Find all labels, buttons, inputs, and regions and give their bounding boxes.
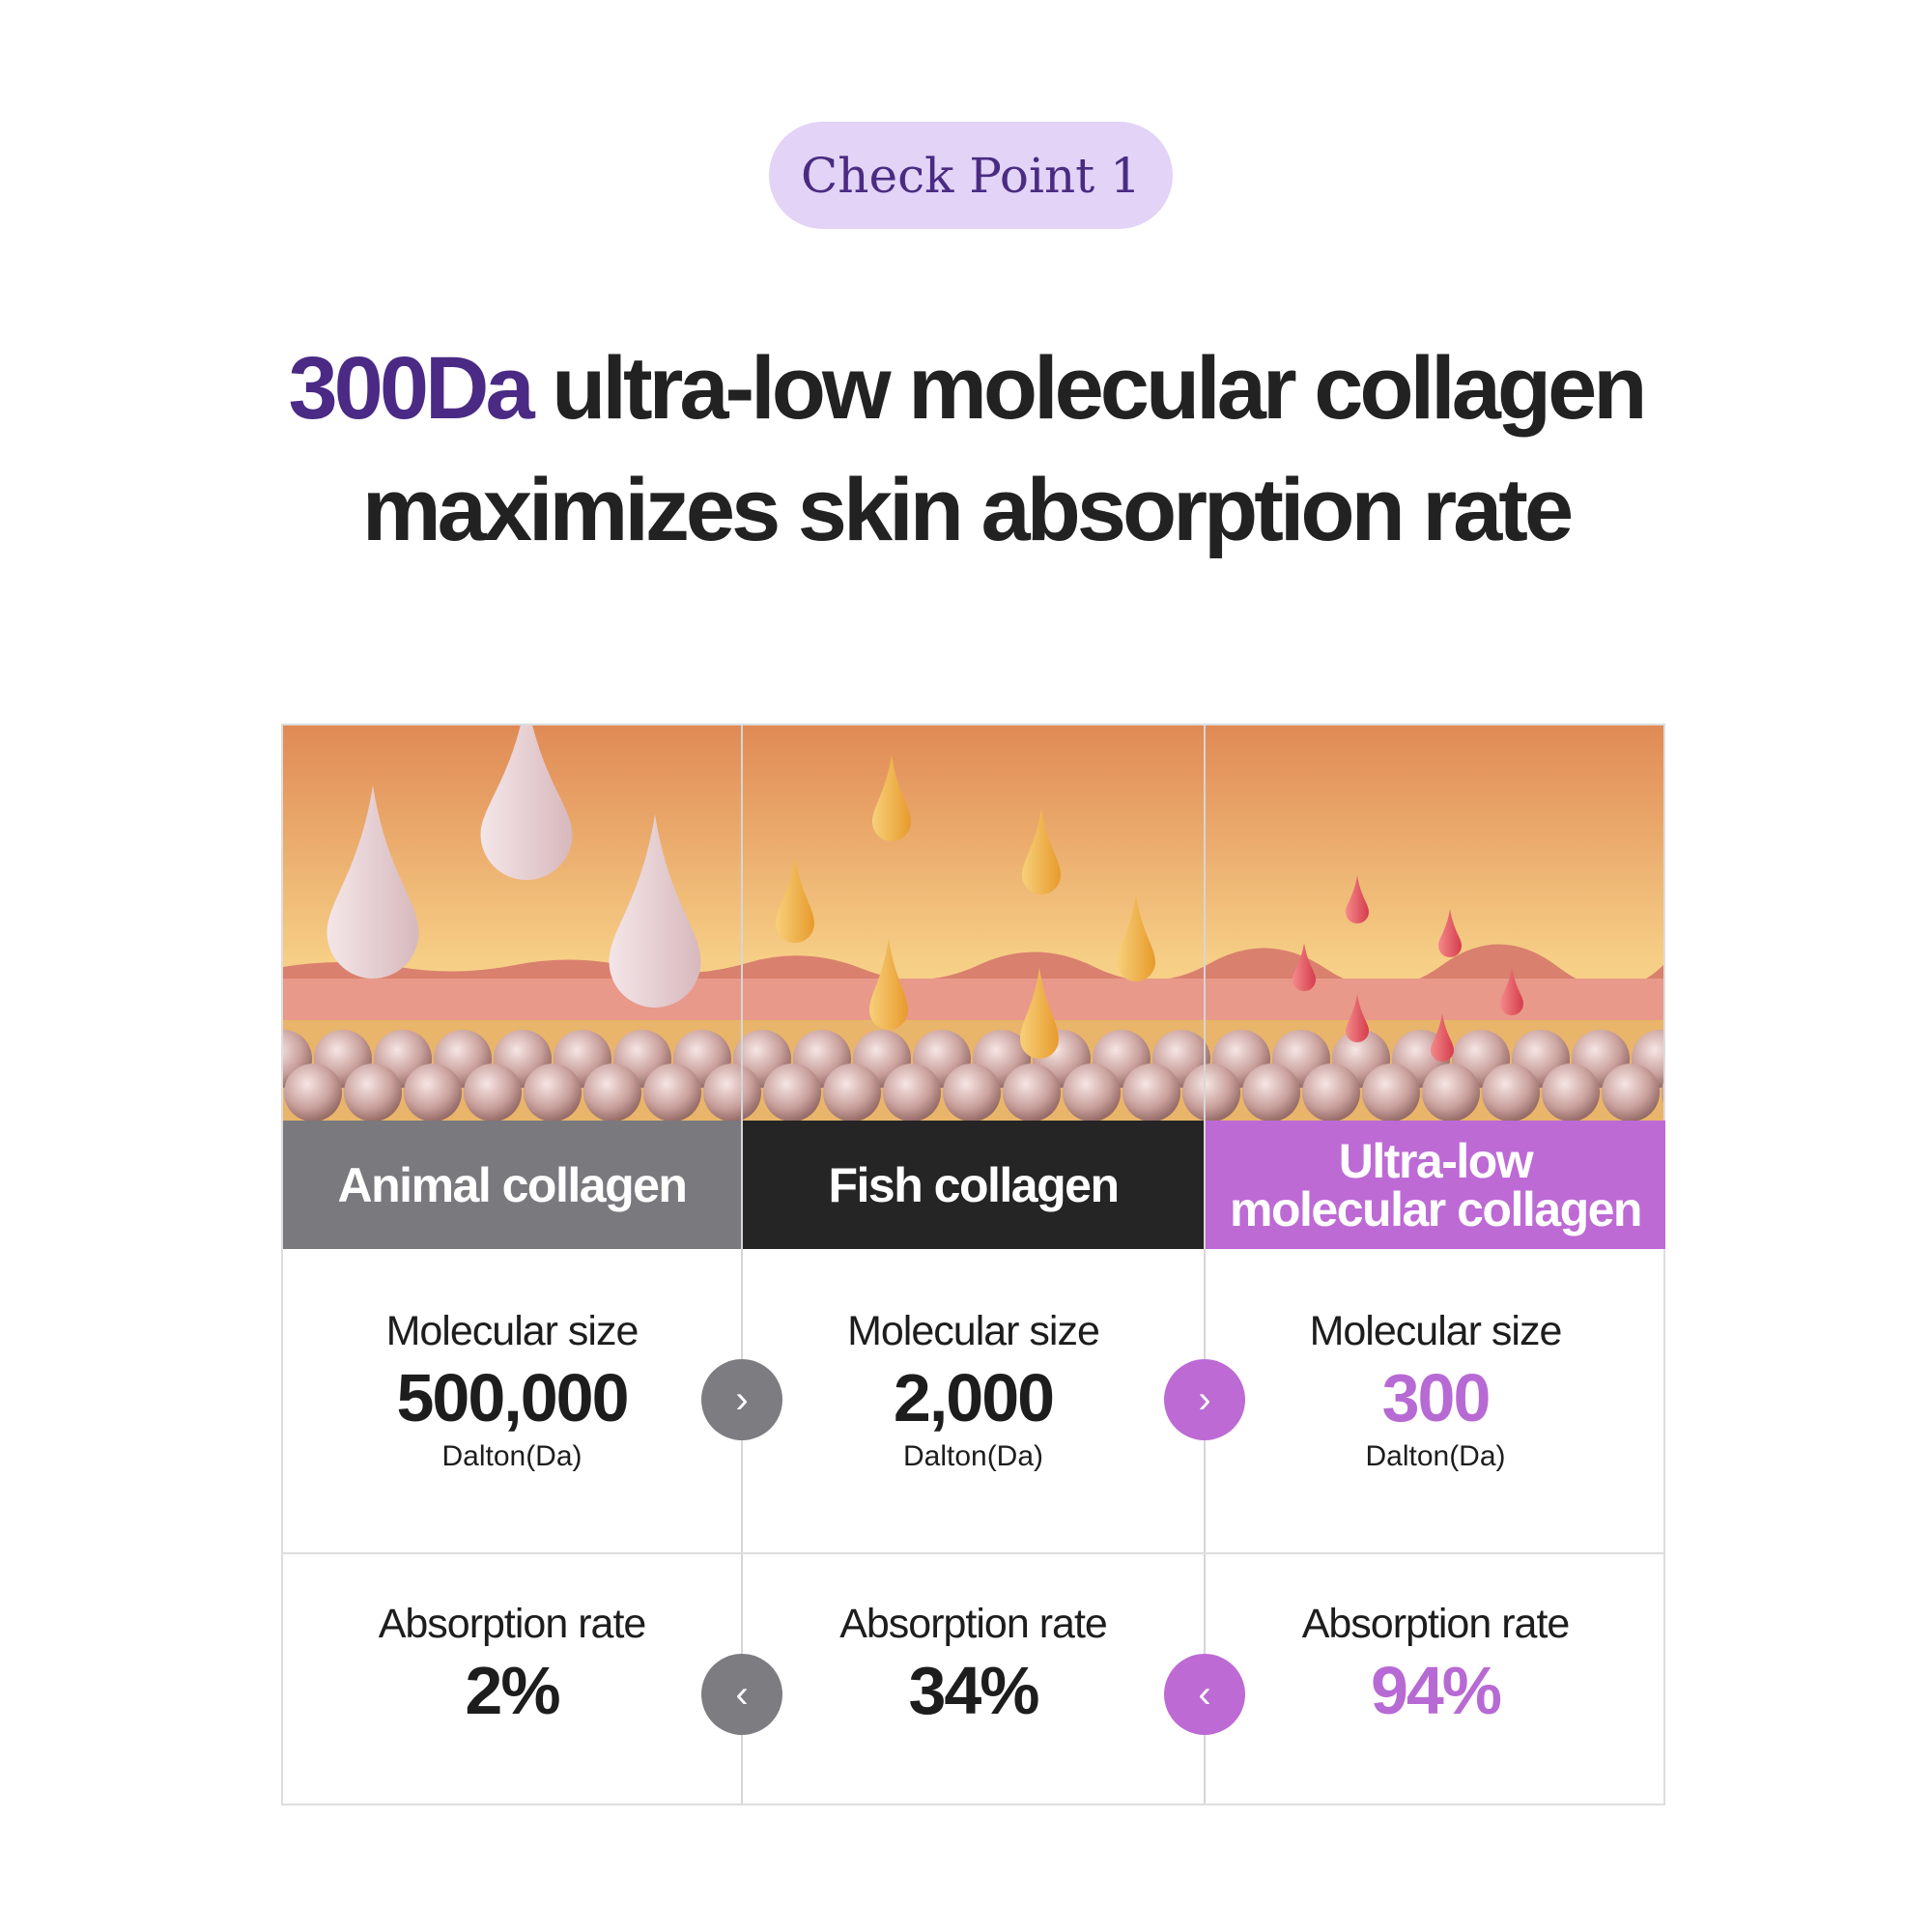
skin-cell bbox=[524, 1064, 582, 1121]
skin-cell bbox=[943, 1064, 1001, 1121]
rate-value: 2% bbox=[465, 1653, 560, 1728]
skin-cell bbox=[404, 1064, 462, 1121]
collagen-drop bbox=[327, 785, 419, 979]
headline-line-1-rest: ultra-low molecular collagen bbox=[530, 339, 1647, 438]
column-divider bbox=[1204, 725, 1206, 1804]
size-value: 300 bbox=[1381, 1360, 1492, 1435]
skin-cell bbox=[583, 1064, 641, 1121]
ultra-absorption-rate: Absorption rate 94% bbox=[1206, 1601, 1665, 1729]
rate-label: Absorption rate bbox=[1301, 1601, 1571, 1647]
fish-molecular-size: Molecular size 2,000 Dalton(Da) bbox=[743, 1308, 1204, 1473]
header-label-line-2: molecular collagen bbox=[1230, 1181, 1642, 1236]
fish-absorption-rate: Absorption rate 34% bbox=[743, 1601, 1204, 1729]
size-unit: Dalton(Da) bbox=[1365, 1440, 1506, 1472]
rate-value: 34% bbox=[908, 1653, 1039, 1728]
size-value: 2,000 bbox=[893, 1360, 1055, 1435]
skin-cell bbox=[1602, 1064, 1660, 1121]
row-divider bbox=[283, 1552, 1663, 1554]
check-point-badge: Check Point 1 bbox=[769, 122, 1173, 229]
collagen-drop bbox=[1346, 875, 1369, 923]
collagen-drop bbox=[609, 814, 701, 1008]
collagen-drop bbox=[480, 725, 573, 880]
rate-label: Absorption rate bbox=[839, 1601, 1108, 1647]
header-label: Animal collagen bbox=[337, 1157, 688, 1212]
skin-cell bbox=[1003, 1064, 1061, 1121]
animal-absorption-rate: Absorption rate 2% bbox=[283, 1601, 741, 1729]
skin-cell bbox=[1542, 1064, 1600, 1121]
collagen-drop bbox=[1117, 895, 1155, 981]
header-fish-collagen: Fish collagen bbox=[743, 1121, 1204, 1249]
skin-cell bbox=[1482, 1064, 1540, 1121]
rate-value: 94% bbox=[1370, 1653, 1502, 1728]
skin-cell bbox=[284, 1064, 342, 1121]
skin-cell bbox=[883, 1064, 941, 1121]
column-divider bbox=[741, 725, 743, 1804]
collagen-drop bbox=[1346, 994, 1369, 1042]
animal-molecular-size: Molecular size 500,000 Dalton(Da) bbox=[283, 1308, 741, 1473]
size-label: Molecular size bbox=[385, 1308, 639, 1354]
skin-cell bbox=[643, 1064, 701, 1121]
collagen-drop bbox=[1438, 909, 1462, 957]
header-animal-collagen: Animal collagen bbox=[283, 1121, 741, 1249]
ultra-molecular-size: Molecular size 300 Dalton(Da) bbox=[1206, 1308, 1665, 1473]
skin-cell bbox=[1302, 1064, 1360, 1121]
collagen-drop bbox=[1022, 808, 1061, 895]
skin-cell bbox=[763, 1064, 821, 1121]
comparison-table: Animal collagen Fish collagen Ultra-low m… bbox=[281, 724, 1665, 1805]
skin-cell bbox=[1063, 1064, 1121, 1121]
collagen-drop bbox=[776, 856, 814, 943]
collagen-drop bbox=[1500, 967, 1523, 1015]
collagen-drop bbox=[1020, 967, 1059, 1059]
headline-accent: 300Da bbox=[288, 339, 535, 438]
skin-cell bbox=[1122, 1064, 1180, 1121]
skin-cell bbox=[1662, 1082, 1663, 1103]
skin-cell bbox=[1182, 1064, 1240, 1121]
size-unit: Dalton(Da) bbox=[902, 1440, 1044, 1472]
skin-absorption-illustration bbox=[283, 725, 1663, 1121]
chevron-left-icon: ‹ bbox=[701, 1654, 782, 1735]
skin-cell bbox=[1362, 1064, 1420, 1121]
chevron-left-icon: ‹ bbox=[1164, 1654, 1245, 1735]
skin-cell bbox=[344, 1064, 402, 1121]
check-point-label: Check Point 1 bbox=[801, 147, 1141, 204]
skin-cell bbox=[1422, 1064, 1480, 1121]
header-label-line-1: Ultra-low bbox=[1338, 1133, 1534, 1188]
collagen-drop bbox=[1431, 1013, 1454, 1062]
size-label: Molecular size bbox=[1309, 1308, 1563, 1354]
skin-cell bbox=[703, 1064, 761, 1121]
chevron-right-icon: › bbox=[701, 1359, 782, 1440]
size-value: 500,000 bbox=[396, 1360, 629, 1435]
rate-label: Absorption rate bbox=[378, 1601, 647, 1647]
collagen-drop bbox=[1293, 943, 1316, 991]
skin-cell bbox=[1242, 1064, 1300, 1121]
headline-line-2: maximizes skin absorption rate bbox=[361, 461, 1574, 559]
skin-cell bbox=[464, 1064, 522, 1121]
collagen-drop bbox=[872, 754, 911, 841]
chevron-right-icon: › bbox=[1164, 1359, 1245, 1440]
headline-line-1: 300Da ultra-low molecular collagen bbox=[0, 338, 1932, 440]
skin-cell bbox=[823, 1064, 881, 1121]
size-unit: Dalton(Da) bbox=[441, 1440, 582, 1472]
header-ultra-low-collagen: Ultra-low molecular collagen bbox=[1206, 1121, 1665, 1249]
header-label: Fish collagen bbox=[828, 1157, 1120, 1212]
collagen-drop bbox=[869, 938, 908, 1030]
size-label: Molecular size bbox=[847, 1308, 1100, 1354]
